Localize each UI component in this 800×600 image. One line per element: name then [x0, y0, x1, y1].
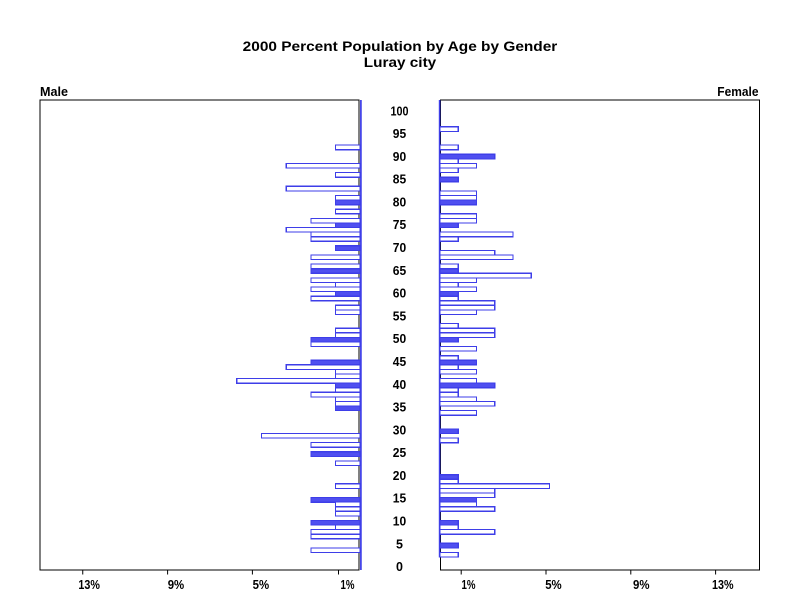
svg-text:5: 5 — [396, 536, 403, 551]
svg-text:35: 35 — [393, 400, 406, 415]
svg-text:50: 50 — [393, 331, 406, 346]
svg-text:9%: 9% — [633, 577, 650, 592]
svg-text:9%: 9% — [168, 577, 185, 592]
svg-text:25: 25 — [393, 445, 406, 460]
svg-text:80: 80 — [393, 195, 406, 210]
svg-text:70: 70 — [393, 240, 406, 255]
svg-text:55: 55 — [393, 308, 406, 323]
svg-text:40: 40 — [393, 377, 406, 392]
svg-text:30: 30 — [393, 422, 406, 437]
svg-text:20: 20 — [393, 468, 406, 483]
svg-text:100: 100 — [391, 103, 409, 118]
svg-text:13%: 13% — [78, 577, 100, 592]
svg-text:13%: 13% — [712, 577, 734, 592]
svg-text:Luray city: Luray city — [364, 55, 437, 70]
svg-text:15: 15 — [393, 491, 406, 506]
svg-text:45: 45 — [393, 354, 406, 369]
svg-text:5%: 5% — [253, 577, 270, 592]
svg-text:90: 90 — [393, 149, 406, 164]
svg-text:0: 0 — [396, 559, 403, 574]
svg-text:10: 10 — [393, 514, 406, 529]
svg-text:60: 60 — [393, 286, 406, 301]
svg-text:75: 75 — [393, 217, 406, 232]
svg-text:1%: 1% — [341, 577, 355, 592]
svg-text:2000 Percent Population by Age: 2000 Percent Population by Age by Gender — [243, 39, 558, 54]
svg-text:95: 95 — [393, 126, 406, 141]
svg-text:Female: Female — [717, 84, 758, 99]
svg-text:5%: 5% — [545, 577, 562, 592]
svg-text:85: 85 — [393, 172, 406, 187]
svg-text:Male: Male — [40, 84, 68, 99]
svg-text:1%: 1% — [462, 577, 476, 592]
svg-text:65: 65 — [393, 263, 406, 278]
